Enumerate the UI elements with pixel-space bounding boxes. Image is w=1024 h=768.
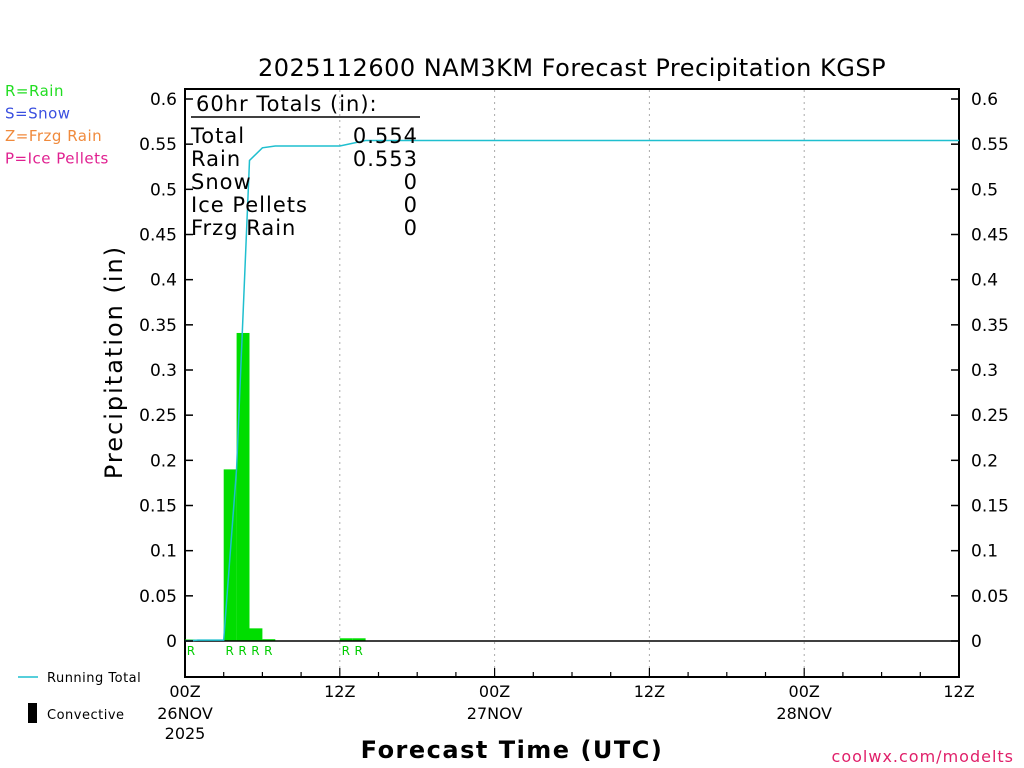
running-total-line [184,139,959,642]
y-tick-label-left: 0.25 [139,406,177,426]
totals-row-value: 0 [404,193,418,217]
y-tick-label-right: 0.2 [971,451,998,471]
precip-bar [339,638,353,641]
totals-row-value: 0 [404,216,418,240]
totals-row-value: 0.554 [353,124,418,148]
precip-type-letter: R [225,644,234,658]
source-credit: coolwx.com/modelts [832,747,1014,766]
y-tick-label-right: 0.15 [971,497,1009,517]
y-tick-label-left: 0.05 [139,587,177,607]
precip-type-letter: R [342,644,351,658]
precip-type-letter: R [187,644,196,658]
precip-bar [236,332,250,641]
precip-type-letter: R [354,644,363,658]
y-tick-label-right: 0.55 [971,135,1009,155]
x-tick-date: 28NOV [776,704,832,723]
x-axis-label: Forecast Time (UTC) [361,736,664,764]
totals-row-value: 0.553 [353,147,418,171]
y-tick-label-right: 0.45 [971,226,1009,246]
y-tick-label-right: 0.3 [971,361,998,381]
totals-row-label: Total [190,124,245,148]
y-tick-label-right: 0.05 [971,587,1009,607]
convective-legend-swatch [28,703,37,723]
y-tick-label-left: 0.1 [150,542,177,562]
x-tick-label: 12Z [324,682,355,701]
y-tick-label-right: 0.5 [971,180,998,200]
y-tick-label-right: 0.4 [971,271,998,291]
totals-row-label: Snow [191,170,252,194]
y-tick-label-left: 0.4 [150,271,177,291]
y-tick-label-left: 0.45 [139,226,177,246]
x-tick-label: 12Z [943,682,974,701]
x-tick-label: 00Z [479,682,510,701]
totals-row-label: Frzg Rain [191,216,296,240]
x-tick-label: 12Z [634,682,665,701]
running-total-legend-label: Running Total [47,671,141,686]
y-tick-label-left: 0 [166,632,177,652]
y-tick-label-right: 0.1 [971,542,998,562]
precip-bar [352,638,366,641]
type-legend-entry: R=Rain [5,82,64,100]
x-tick-label: 00Z [169,682,200,701]
x-tick-year: 2025 [165,724,206,743]
convective-legend-label: Convective [47,708,125,723]
precip-type-letter: R [251,644,260,658]
precip-bar [262,639,276,641]
plot-frame [184,88,960,678]
y-tick-label-left: 0.55 [139,135,177,155]
gridlines [339,90,805,676]
y-tick-label-left: 0.6 [150,90,177,110]
y-axis-ticks: 0 00.05 0.050.1 0.10.15 0.150.2 0.20.25 0.250.… [139,90,1009,652]
type-legend-entry: P=Ice Pellets [5,150,109,168]
y-tick-label-left: 0.35 [139,316,177,336]
y-tick-label-right: 0.25 [971,406,1009,426]
precip-type-legend: R=Rain S=Snow Z=Frzg Rain P=Ice Pellets [5,82,109,168]
y-tick-label-left: 0.15 [139,497,177,517]
totals-row-label: Ice Pellets [191,193,308,217]
totals-row-label: Rain [191,147,241,171]
y-tick-label-right: 0 [971,632,982,652]
totals-row-value: 0 [404,170,418,194]
y-tick-label-left: 0.3 [150,361,177,381]
y-axis-label: Precipitation (in) [100,245,128,479]
x-tick-label: 00Z [789,682,820,701]
x-tick-date: 26NOV [157,704,213,723]
y-tick-label-right: 0.6 [971,90,998,110]
precip-type-letter: R [264,644,273,658]
chart-title: 2025112600 NAM3KM Forecast Precipitation… [258,54,886,82]
type-legend-entry: Z=Frzg Rain [5,127,102,145]
x-tick-date: 27NOV [467,704,523,723]
totals-box: 60hr Totals (in): Total 0.554 Rain 0.553 Sno… [190,92,420,240]
y-tick-label-left: 0.5 [150,180,177,200]
precip-bar [249,628,263,641]
totals-header: 60hr Totals (in): [196,92,378,116]
totals-rows: Total 0.554 Rain 0.553 Snow 0 Ice Pellets 0 Frzg… [190,124,418,240]
type-legend-entry: S=Snow [5,105,71,123]
bar-series [185,332,366,641]
precip-type-letter: R [238,644,247,658]
y-tick-label-right: 0.35 [971,316,1009,336]
y-tick-label-left: 0.2 [150,451,177,471]
